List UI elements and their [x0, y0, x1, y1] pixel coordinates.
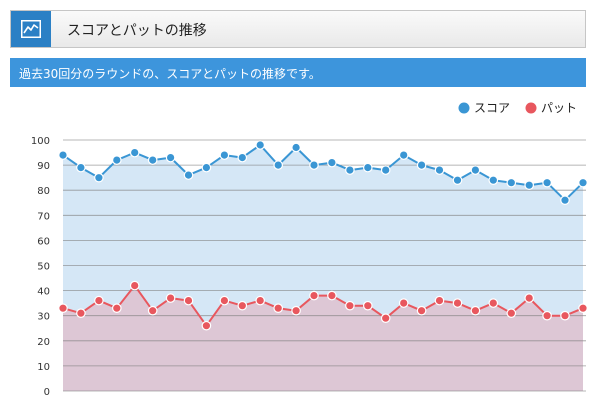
y-tick-label: 90 [37, 161, 50, 172]
description-bar: 過去30回分のラウンドの、スコアとパットの推移です。 [10, 58, 586, 87]
data-point[interactable] [434, 295, 445, 306]
data-point[interactable] [398, 298, 409, 308]
data-point[interactable] [273, 160, 283, 170]
data-point[interactable] [94, 172, 104, 183]
y-tick-label: 10 [37, 362, 50, 373]
data-point[interactable] [112, 303, 122, 313]
y-tick-label: 20 [37, 337, 50, 348]
data-point[interactable] [380, 313, 391, 323]
title-icon-box [11, 11, 51, 47]
data-point[interactable] [237, 300, 248, 311]
data-point[interactable] [291, 142, 301, 153]
data-point[interactable] [309, 160, 319, 170]
chart-title-bar: スコアとパットの推移 [10, 10, 586, 48]
legend-label: スコア [474, 101, 510, 115]
data-point[interactable] [380, 165, 391, 175]
data-point[interactable] [129, 280, 140, 291]
data-point[interactable] [165, 152, 176, 163]
data-point[interactable] [452, 175, 463, 185]
y-tick-label: 0 [44, 387, 50, 398]
data-point[interactable] [327, 157, 337, 168]
data-point[interactable] [362, 162, 373, 173]
data-point[interactable] [524, 180, 534, 190]
data-point[interactable] [434, 165, 445, 175]
data-point[interactable] [237, 152, 248, 163]
data-point[interactable] [94, 295, 104, 306]
description-text: 過去30回分のラウンドの、スコアとパットの推移です。 [19, 67, 321, 81]
data-point[interactable] [506, 177, 517, 188]
data-point[interactable] [416, 305, 427, 316]
data-point[interactable] [58, 303, 68, 313]
y-tick-label: 100 [31, 136, 50, 147]
y-tick-label: 80 [37, 186, 50, 197]
data-point[interactable] [219, 295, 230, 306]
y-tick-label: 50 [37, 262, 50, 273]
data-point[interactable] [183, 295, 194, 306]
data-point[interactable] [362, 300, 373, 311]
series-area-1 [63, 285, 583, 391]
data-point[interactable] [506, 308, 517, 318]
line-chart-icon [21, 20, 41, 38]
data-point[interactable] [201, 320, 212, 331]
y-tick-label: 60 [37, 236, 50, 247]
data-point[interactable] [488, 298, 499, 308]
data-point[interactable] [327, 290, 337, 301]
y-tick-label: 70 [37, 211, 50, 222]
data-point[interactable] [345, 300, 355, 311]
data-point[interactable] [255, 140, 265, 150]
data-point[interactable] [452, 298, 463, 308]
data-point[interactable] [578, 303, 588, 313]
data-point[interactable] [219, 150, 230, 160]
data-point[interactable] [129, 147, 140, 158]
legend-label: パット [541, 101, 577, 115]
data-point[interactable] [542, 177, 552, 188]
data-point[interactable] [578, 177, 588, 188]
data-point[interactable] [309, 290, 319, 301]
data-point[interactable] [416, 160, 427, 170]
data-point[interactable] [560, 310, 570, 321]
legend-marker [458, 102, 470, 114]
data-point[interactable] [58, 150, 68, 160]
data-point[interactable] [542, 310, 552, 321]
y-tick-label: 30 [37, 312, 50, 323]
data-point[interactable] [398, 150, 409, 160]
data-point[interactable] [488, 175, 499, 185]
data-point[interactable] [183, 170, 194, 180]
data-point[interactable] [112, 155, 122, 165]
data-point[interactable] [76, 308, 86, 318]
legend-marker [525, 102, 537, 114]
data-point[interactable] [165, 293, 176, 303]
data-point[interactable] [201, 162, 212, 173]
data-point[interactable] [291, 305, 301, 316]
data-point[interactable] [470, 305, 481, 316]
data-point[interactable] [273, 303, 283, 313]
data-point[interactable] [345, 165, 355, 175]
data-point[interactable] [524, 293, 534, 303]
y-tick-label: 40 [37, 287, 50, 298]
data-point[interactable] [255, 295, 265, 306]
data-point[interactable] [470, 165, 481, 175]
data-point[interactable] [76, 162, 86, 173]
data-point[interactable] [147, 155, 158, 165]
page-title: スコアとパットの推移 [67, 23, 207, 39]
data-point[interactable] [560, 195, 570, 205]
data-point[interactable] [147, 305, 158, 316]
